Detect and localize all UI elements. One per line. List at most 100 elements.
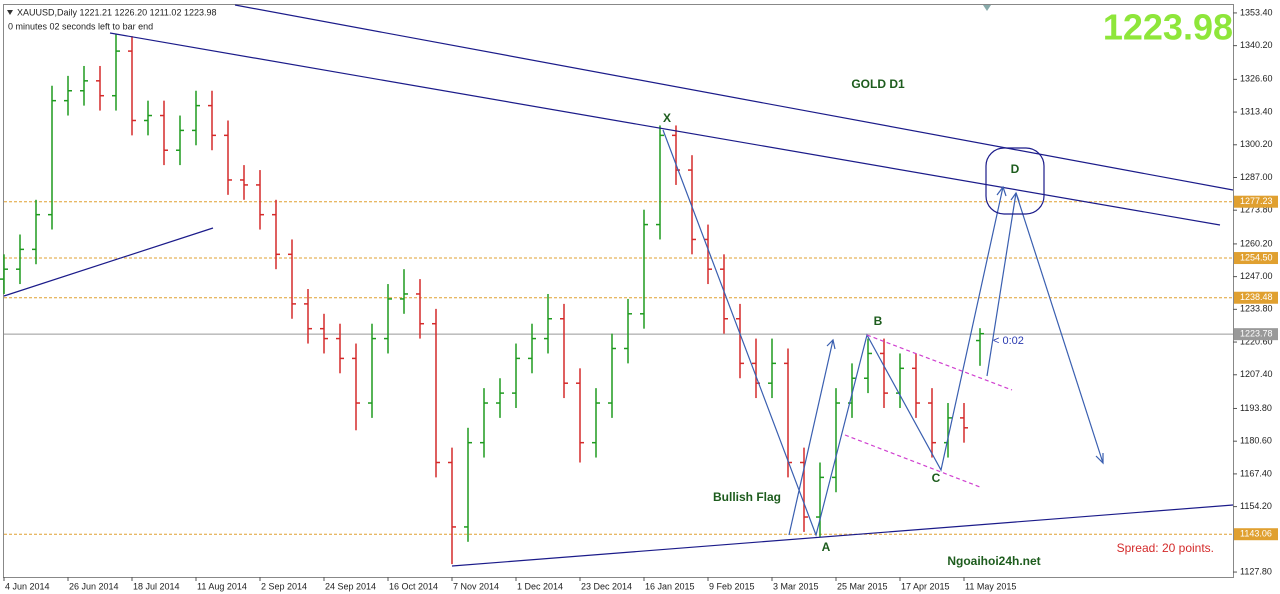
level-line-label: 1254.50: [1240, 252, 1273, 262]
point-label: A: [822, 540, 831, 554]
ohlc-bar: [288, 239, 296, 319]
ohlc-bar: [592, 388, 600, 458]
level-line-label: 1277.23: [1240, 196, 1273, 206]
menu-icon: [7, 10, 13, 15]
y-tick-label: 1193.80: [1240, 403, 1272, 413]
ohlc-bar: [208, 90, 216, 151]
x-tick-label: 9 Feb 2015: [709, 581, 755, 591]
ohlc-bar: [528, 323, 536, 374]
ohlc-bar: [768, 338, 776, 399]
flag-line: [844, 434, 981, 488]
ohlc-bar: [880, 338, 888, 408]
y-tick-label: 1154.20: [1240, 501, 1272, 511]
bid-line-tag: [1234, 328, 1278, 341]
ohlc-bar: [144, 100, 152, 136]
point-label: X: [663, 111, 671, 125]
arrow-head: [826, 338, 836, 350]
ohlc-bar: [176, 115, 184, 166]
ohlc-bar: [304, 289, 312, 344]
ohlc-bar: [352, 343, 360, 431]
ohlc-bar: [64, 75, 72, 116]
ohlc-bar: [224, 120, 232, 195]
y-tick-label: 1326.60: [1240, 74, 1273, 84]
ohlc-bar: [624, 298, 632, 364]
ohlc-bar: [720, 254, 728, 334]
point-label: D: [1011, 162, 1020, 176]
ohlc-bar: [416, 279, 424, 339]
scroll-marker: [983, 5, 991, 11]
arrow: [986, 192, 1017, 377]
flag-line: [866, 334, 1013, 391]
x-tick-label: 11 May 2015: [965, 581, 1016, 591]
ohlc-bar: [96, 65, 104, 111]
x-tick-label: 1 Dec 2014: [517, 581, 563, 591]
x-tick-label: 26 Jun 2014: [69, 581, 119, 591]
ohlc-bar: [480, 388, 488, 458]
x-tick-label: 11 Aug 2014: [197, 581, 247, 591]
x-tick-label: 24 Sep 2014: [325, 581, 376, 591]
ohlc-bar: [320, 313, 328, 354]
arrow: [1015, 192, 1104, 464]
ohlc-bar: [112, 33, 120, 111]
axes: 1353.40 1340.20 1326.60 1313.40 1300.20 1287.…: [3, 7, 1278, 591]
y-tick-label: 1340.20: [1240, 40, 1273, 50]
ohlc-bar: [256, 170, 264, 230]
x-tick-label: 7 Nov 2014: [453, 581, 499, 591]
ohlc-bar: [272, 199, 280, 270]
x-tick-label: 2 Sep 2014: [261, 581, 307, 591]
x-tick-label: 25 Mar 2015: [837, 581, 888, 591]
level-line-tag: [1234, 528, 1278, 541]
bar-timer: 0 minutes 02 seconds left to bar end: [8, 21, 153, 31]
bid-line-label: 1223.78: [1240, 329, 1273, 339]
ohlc-bar: [80, 65, 88, 106]
watermark: Ngoaihoi24h.net: [947, 554, 1040, 568]
ohlc-bar: [384, 284, 392, 354]
ohlc-bar: [16, 234, 24, 285]
levels: [4, 201, 1233, 535]
ohlc-bar: [336, 323, 344, 374]
ohlc-bar: [240, 165, 248, 200]
spread-label: Spread: 20 points.: [1117, 541, 1214, 555]
arrow-head: [996, 185, 1007, 197]
trend-line: [3, 227, 214, 297]
x-tick-label: 16 Jan 2015: [645, 581, 695, 591]
level-line-tag: [1234, 252, 1278, 265]
x-tick-label: 17 Apr 2015: [901, 581, 950, 591]
ohlc-bar: [688, 155, 696, 255]
ohlc-bar: [544, 293, 552, 354]
point-label: B: [874, 314, 883, 328]
ohlc-bar: [432, 308, 440, 478]
chart-title: GOLD D1: [851, 77, 905, 91]
y-tick-label: 1180.60: [1240, 436, 1272, 446]
y-tick-label: 1313.40: [1240, 106, 1273, 116]
y-tick-label: 1233.80: [1240, 304, 1273, 314]
arrow-head: [1095, 453, 1104, 465]
level-line-tag: [1234, 291, 1278, 304]
ohlc-bar: [368, 323, 376, 418]
ohlc-bar: [752, 338, 760, 399]
ohlc-bar: [512, 343, 520, 408]
ohlc-bar: [496, 378, 504, 418]
ohlc-bar: [816, 462, 824, 537]
ohlc-bar: [976, 328, 984, 366]
y-tick-label: 1353.40: [1240, 7, 1273, 17]
y-tick-label: 1167.40: [1240, 468, 1272, 478]
trend-line: [451, 504, 1234, 567]
y-tick-label: 1300.20: [1240, 139, 1273, 149]
x-tick-label: 23 Dec 2014: [581, 581, 632, 591]
trend-line: [109, 32, 1221, 226]
ohlc-bar: [912, 353, 920, 418]
ohlc-bar: [560, 303, 568, 399]
drawings: [3, 4, 1234, 567]
countdown: < 0:02: [993, 335, 1024, 347]
y-tick-label: 1247.00: [1240, 271, 1273, 281]
ohlc-bar: [128, 36, 136, 136]
y-tick-label: 1273.80: [1240, 205, 1273, 215]
bars: [0, 33, 984, 565]
bid-price: 1223.98: [1103, 7, 1233, 48]
y-tick-label: 1220.60: [1240, 336, 1273, 346]
y-tick-label: 1207.40: [1240, 369, 1273, 379]
